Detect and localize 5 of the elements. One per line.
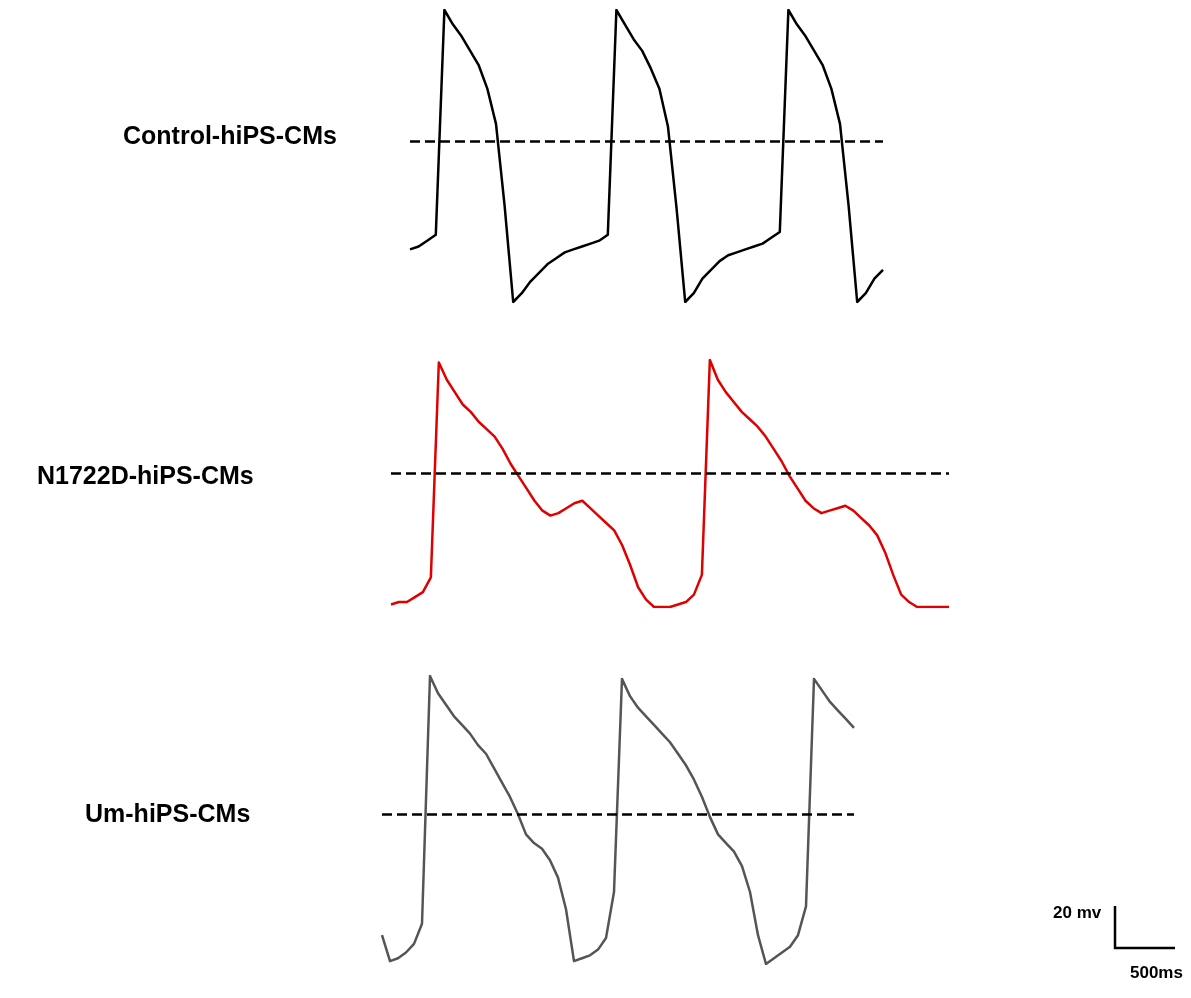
text: Control-hiPS-CMs — [123, 121, 337, 149]
text: Um-hiPS-CMs — [85, 799, 251, 827]
text: N1722D-hiPS-CMs — [37, 461, 254, 489]
text: 500ms — [1130, 963, 1183, 983]
text: 20 mv — [1053, 903, 1102, 923]
